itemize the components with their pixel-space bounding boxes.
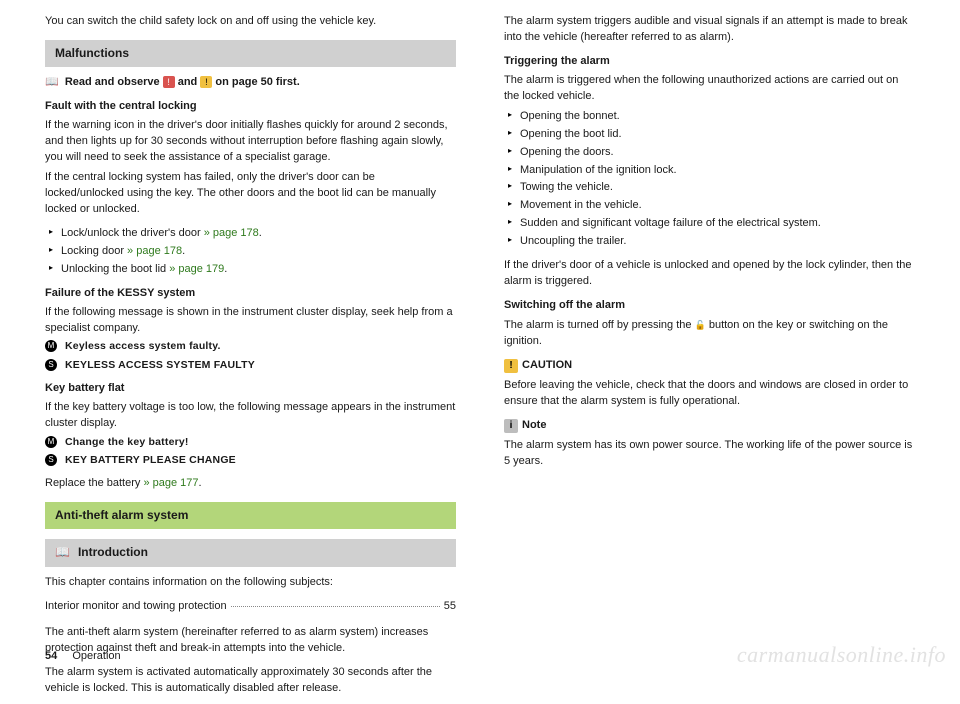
trigger-bullet: Opening the boot lid.	[504, 127, 915, 143]
trigger-bullet: Sudden and significant voltage failure o…	[504, 216, 915, 232]
trigger-bullet: Manipulation of the ignition lock.	[504, 163, 915, 179]
trigger-paragraph-2: If the driver's door of a vehicle is unl…	[504, 258, 915, 290]
alarm-trigger-intro: The alarm system triggers audible and vi…	[504, 14, 915, 46]
switchoff-paragraph: The alarm is turned off by pressing the …	[504, 318, 915, 350]
m-badge-icon: M	[45, 436, 57, 448]
kessy-message-m: M Keyless access system faulty.	[45, 339, 456, 354]
kessy-message-s: S KEYLESS ACCESS SYSTEM FAULTY	[45, 358, 456, 373]
keybatt-message-m: M Change the key battery!	[45, 435, 456, 450]
footer-section: Operation	[72, 650, 120, 662]
kessy-heading: Failure of the KESSY system	[45, 286, 456, 302]
caution-icon: !	[504, 359, 518, 373]
heading-malfunctions: Malfunctions	[45, 40, 456, 67]
fault-paragraph-2: If the central locking system has failed…	[45, 170, 456, 218]
page-link[interactable]: » page 179	[169, 263, 224, 275]
heading-anti-theft: Anti-theft alarm system	[45, 502, 456, 529]
book-icon: 📖	[45, 76, 62, 88]
fault-paragraph-1: If the warning icon in the driver's door…	[45, 118, 456, 166]
toc-dots	[231, 606, 440, 607]
read-observe-post: on page 50 first.	[215, 76, 299, 88]
s-badge-icon: S	[45, 359, 57, 371]
read-observe-pre: Read and observe	[65, 76, 163, 88]
trigger-bullet: Towing the vehicle.	[504, 180, 915, 196]
triggering-heading: Triggering the alarm	[504, 54, 915, 70]
caution-heading: !CAUTION	[504, 358, 915, 374]
trigger-bullet: Uncoupling the trailer.	[504, 234, 915, 250]
note-icon: i	[504, 419, 518, 433]
trigger-bullet: Opening the bonnet.	[504, 109, 915, 125]
warning-icon-red: !	[163, 76, 175, 88]
intro-text: You can switch the child safety lock on …	[45, 14, 456, 30]
triggering-paragraph: The alarm is triggered when the followin…	[504, 73, 915, 105]
page-number: 54	[45, 650, 57, 662]
fault-bullet-1: Lock/unlock the driver's door » page 178…	[45, 226, 456, 242]
page-footer: 54 Operation	[45, 649, 121, 665]
s-badge-icon: S	[45, 454, 57, 466]
page-link[interactable]: » page 178	[127, 245, 182, 257]
toc-page: 55	[444, 599, 456, 615]
note-heading: iNote	[504, 418, 915, 434]
fault-heading: Fault with the central locking	[45, 99, 456, 115]
caution-paragraph: Before leaving the vehicle, check that t…	[504, 378, 915, 410]
watermark: carmanualsonline.info	[737, 639, 946, 671]
note-paragraph: The alarm system has its own power sourc…	[504, 438, 915, 470]
kessy-paragraph: If the following message is shown in the…	[45, 305, 456, 337]
fault-bullets: Lock/unlock the driver's door » page 178…	[45, 226, 456, 278]
left-column: You can switch the child safety lock on …	[45, 10, 456, 704]
read-observe-mid: and	[178, 76, 201, 88]
keybatt-heading: Key battery flat	[45, 381, 456, 397]
book-icon: 📖	[55, 545, 70, 559]
page-body: You can switch the child safety lock on …	[0, 0, 960, 704]
trigger-bullet: Opening the doors.	[504, 145, 915, 161]
fault-bullet-3: Unlocking the boot lid » page 179.	[45, 262, 456, 278]
page-link[interactable]: » page 177	[143, 477, 198, 489]
m-badge-icon: M	[45, 340, 57, 352]
fault-bullet-2: Locking door » page 178.	[45, 244, 456, 260]
trigger-bullet: Movement in the vehicle.	[504, 198, 915, 214]
right-column: The alarm system triggers audible and vi…	[504, 10, 915, 704]
replace-battery-line: Replace the battery » page 177.	[45, 476, 456, 492]
read-observe-line: 📖 Read and observe ! and ! on page 50 fi…	[45, 75, 456, 91]
toc-label: Interior monitor and towing protection	[45, 599, 227, 615]
keybatt-paragraph: If the key battery voltage is too low, t…	[45, 400, 456, 432]
unlock-icon: 🔓	[695, 319, 706, 332]
alarm-paragraph-2: The alarm system is activated automatica…	[45, 665, 456, 697]
chapter-info: This chapter contains information on the…	[45, 575, 456, 591]
toc-line: Interior monitor and towing protection 5…	[45, 599, 456, 615]
heading-introduction: 📖Introduction	[45, 539, 456, 566]
switchoff-heading: Switching off the alarm	[504, 298, 915, 314]
trigger-bullets: Opening the bonnet. Opening the boot lid…	[504, 109, 915, 251]
keybatt-message-s: S KEY BATTERY PLEASE CHANGE	[45, 453, 456, 468]
warning-icon-yellow: !	[200, 76, 212, 88]
page-link[interactable]: » page 178	[204, 227, 259, 239]
